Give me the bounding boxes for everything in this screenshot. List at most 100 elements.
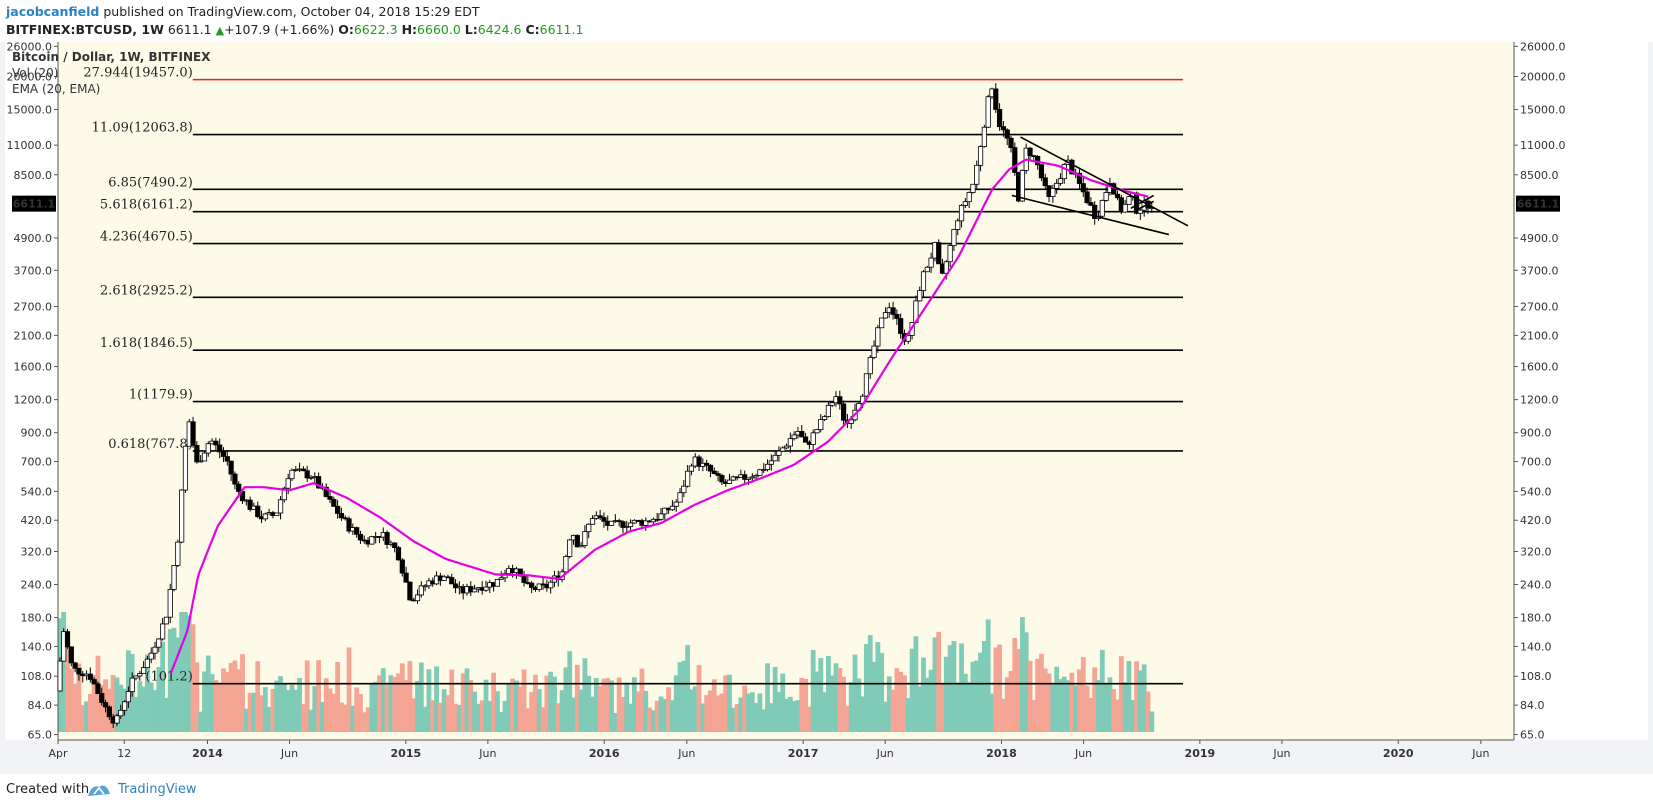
volume-bar <box>392 677 398 732</box>
volume-bar <box>533 674 538 732</box>
candle-body <box>190 421 196 446</box>
volume-bar <box>715 695 721 732</box>
candle-body <box>144 658 151 668</box>
volume-bar <box>864 644 869 732</box>
y-tick-label-left: 15000.0 <box>7 104 53 117</box>
candle-body <box>308 477 314 479</box>
volume-bar <box>194 662 200 732</box>
candle-body <box>1050 187 1056 197</box>
volume-bar <box>586 675 592 732</box>
created-with-text: Created with <box>6 782 90 797</box>
volume-bar <box>247 692 253 732</box>
candle-body <box>152 646 158 654</box>
volume-indicator-label: Vol (20) <box>12 66 58 80</box>
volume-bar <box>1061 676 1067 732</box>
candle-body <box>928 257 934 268</box>
volume-bar <box>848 682 854 732</box>
volume-bar <box>300 704 306 732</box>
volume-bar <box>548 671 554 732</box>
volume-bar <box>430 700 436 732</box>
volume-bar <box>795 700 801 732</box>
candle-body <box>1103 192 1109 201</box>
volume-bar <box>1145 691 1151 732</box>
candle-body <box>281 487 287 501</box>
candle-body <box>1084 191 1090 204</box>
y-tick-label-left: 20000.0 <box>7 70 53 83</box>
candle-body <box>966 192 972 203</box>
volume-bar <box>578 689 584 732</box>
volume-bar <box>186 615 192 732</box>
volume-bar <box>981 641 987 732</box>
volume-bar <box>810 650 816 732</box>
candle-body <box>335 505 341 514</box>
volume-bar <box>384 684 390 732</box>
volume-bar <box>985 619 991 732</box>
y-tick-label-right: 108.0 <box>1520 670 1552 683</box>
y-tick-label-left: 420.0 <box>21 514 53 527</box>
price-chart[interactable]: 27.944(19457.0) 11.09(12063.8) 6.85(7490.2… <box>0 42 1653 774</box>
tradingview-brand-link[interactable]: TradingView <box>118 782 197 797</box>
candle-body <box>841 403 847 421</box>
candle-body <box>791 434 797 440</box>
volume-bar <box>422 706 428 732</box>
author-link[interactable]: jacobcanfield <box>6 4 100 19</box>
volume-bar <box>536 689 542 732</box>
candle-body <box>1004 129 1010 139</box>
candle-body <box>673 501 679 507</box>
volume-bar <box>1141 664 1147 732</box>
volume-bar <box>883 701 888 732</box>
candle-body <box>761 469 767 471</box>
volume-bar <box>765 663 770 732</box>
trendline <box>1130 194 1155 209</box>
candle-body <box>875 327 881 347</box>
volume-bar <box>738 697 744 732</box>
x-tick-label: Jun <box>677 747 695 760</box>
volume-bar <box>460 673 466 732</box>
candle-body <box>616 520 622 523</box>
time-axis[interactable]: Apr 12 2014 Jun 2015 Jun 2016 Jun 2017 Jun 2018 Jun… <box>48 739 1514 760</box>
candle-body <box>483 586 489 591</box>
volume-bar <box>61 612 67 732</box>
volume-bar <box>472 691 477 732</box>
volume-bar <box>742 685 748 732</box>
candle-body <box>1012 147 1018 173</box>
candle-body <box>182 445 189 491</box>
x-tick-label: 2016 <box>589 747 620 760</box>
volume-bar <box>255 661 261 732</box>
candle-body <box>140 667 147 674</box>
volume-bar <box>285 690 291 732</box>
candle-body <box>681 485 687 494</box>
trendlines <box>1011 136 1189 236</box>
volume-bar <box>137 681 143 732</box>
volume-bar <box>160 641 166 732</box>
volume-bar <box>700 703 706 732</box>
candle-body <box>643 520 649 526</box>
volume-bar <box>951 640 957 732</box>
candle-body <box>407 581 413 601</box>
volume-bar <box>932 637 938 732</box>
up-arrow-icon: ▲ <box>215 24 225 37</box>
candle-body <box>64 631 71 648</box>
volume-bar <box>327 688 333 732</box>
high-value: 6660.0 <box>417 22 461 37</box>
candle-body <box>338 513 345 519</box>
x-tick-label: Jun <box>1471 747 1489 760</box>
volume-bar <box>1020 617 1025 732</box>
candle-body <box>220 451 227 457</box>
ema-line <box>169 158 1149 675</box>
price-axis[interactable]: 26000.0 26000.0 20000.0 20000.0 15000.0 15000… <box>7 42 1566 742</box>
volume-bar <box>464 668 470 732</box>
volume-bar <box>552 676 557 732</box>
volume-bar <box>753 702 759 732</box>
candle-body <box>574 534 580 548</box>
symbol-label: BITFINEX:BTCUSD, 1W <box>6 22 164 37</box>
candle-body <box>163 616 170 625</box>
volume-bar <box>1099 649 1105 732</box>
volume-bar <box>829 675 835 732</box>
y-tick-label-right: 11000.0 <box>1520 139 1566 152</box>
volume-bar <box>590 696 595 732</box>
candle-body <box>981 126 987 147</box>
ohlc-line: BITFINEX:BTCUSD, 1W 6611.1 ▲+107.9 (+1.6… <box>6 22 583 37</box>
candle-body <box>1061 163 1067 180</box>
volume-bar <box>1031 700 1037 732</box>
